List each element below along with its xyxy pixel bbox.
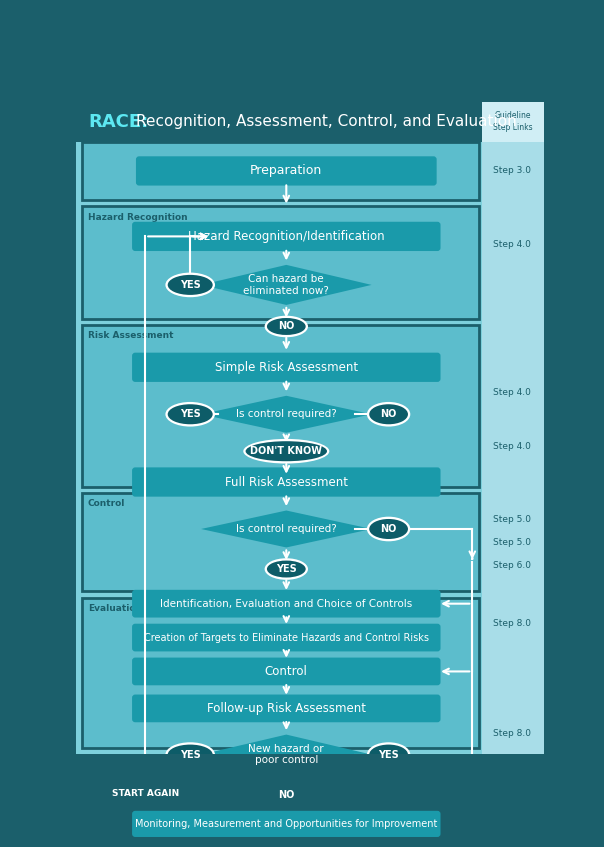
Text: START AGAIN: START AGAIN xyxy=(112,789,179,798)
Ellipse shape xyxy=(267,786,306,803)
Ellipse shape xyxy=(168,745,213,765)
Polygon shape xyxy=(201,511,371,547)
Ellipse shape xyxy=(112,783,178,803)
Ellipse shape xyxy=(265,316,308,337)
Ellipse shape xyxy=(267,561,306,578)
FancyBboxPatch shape xyxy=(481,102,544,754)
Ellipse shape xyxy=(168,404,213,424)
Text: YES: YES xyxy=(276,564,297,574)
Text: Guideline
Step Links: Guideline Step Links xyxy=(493,111,532,132)
Polygon shape xyxy=(201,265,371,305)
Text: Step 8.0: Step 8.0 xyxy=(493,728,531,738)
Ellipse shape xyxy=(165,402,215,427)
Text: YES: YES xyxy=(180,280,201,290)
Text: Can hazard be
eliminated now?: Can hazard be eliminated now? xyxy=(243,274,329,296)
FancyBboxPatch shape xyxy=(132,590,440,617)
FancyBboxPatch shape xyxy=(76,102,544,141)
Ellipse shape xyxy=(243,439,329,463)
FancyBboxPatch shape xyxy=(132,352,440,382)
Text: YES: YES xyxy=(180,409,201,419)
FancyBboxPatch shape xyxy=(82,597,478,749)
Text: Control: Control xyxy=(88,499,125,508)
FancyBboxPatch shape xyxy=(132,623,440,651)
Text: Step 8.0: Step 8.0 xyxy=(493,619,531,628)
Text: Hazard Recognition: Hazard Recognition xyxy=(88,213,187,222)
Text: Is control required?: Is control required? xyxy=(236,409,336,419)
FancyBboxPatch shape xyxy=(132,657,440,685)
Text: NO: NO xyxy=(381,409,397,419)
FancyBboxPatch shape xyxy=(481,102,544,141)
FancyBboxPatch shape xyxy=(132,695,440,722)
FancyBboxPatch shape xyxy=(82,207,478,318)
Text: Preparation: Preparation xyxy=(250,164,323,177)
FancyBboxPatch shape xyxy=(82,325,478,487)
Text: NO: NO xyxy=(381,524,397,534)
Text: DON'T KNOW: DON'T KNOW xyxy=(250,446,323,457)
Ellipse shape xyxy=(165,273,215,297)
Text: Risk Assessment: Risk Assessment xyxy=(88,331,173,340)
Text: YES: YES xyxy=(180,750,201,760)
Polygon shape xyxy=(201,734,371,775)
Ellipse shape xyxy=(369,404,408,424)
FancyBboxPatch shape xyxy=(136,157,437,185)
Text: Step 6.0: Step 6.0 xyxy=(493,561,531,570)
Text: Hazard Recognition/Identification: Hazard Recognition/Identification xyxy=(188,230,385,243)
Text: Creation of Targets to Eliminate Hazards and Control Risks: Creation of Targets to Eliminate Hazards… xyxy=(144,633,429,643)
Text: NO: NO xyxy=(278,322,295,331)
FancyBboxPatch shape xyxy=(132,811,440,837)
FancyBboxPatch shape xyxy=(76,102,544,754)
Text: Step 5.0: Step 5.0 xyxy=(493,538,531,546)
Ellipse shape xyxy=(267,318,306,335)
Ellipse shape xyxy=(246,441,327,462)
Polygon shape xyxy=(201,396,371,433)
Ellipse shape xyxy=(369,519,408,539)
Ellipse shape xyxy=(168,275,213,295)
FancyBboxPatch shape xyxy=(132,468,440,496)
Text: Step 3.0: Step 3.0 xyxy=(493,167,531,175)
Ellipse shape xyxy=(367,742,410,767)
FancyBboxPatch shape xyxy=(82,141,478,200)
Ellipse shape xyxy=(265,558,308,580)
FancyBboxPatch shape xyxy=(132,222,440,251)
Ellipse shape xyxy=(367,402,410,427)
Text: Monitoring, Measurement and Opportunities for Improvement: Monitoring, Measurement and Opportunitie… xyxy=(135,819,437,829)
Text: Step 4.0: Step 4.0 xyxy=(493,388,531,397)
Ellipse shape xyxy=(367,517,410,541)
Text: Follow-up Risk Assessment: Follow-up Risk Assessment xyxy=(207,702,366,715)
Text: Step 5.0: Step 5.0 xyxy=(493,515,531,524)
FancyBboxPatch shape xyxy=(82,493,478,591)
Text: NO: NO xyxy=(278,789,295,800)
Text: Simple Risk Assessment: Simple Risk Assessment xyxy=(215,361,358,374)
Text: Identification, Evaluation and Choice of Controls: Identification, Evaluation and Choice of… xyxy=(160,599,413,609)
Ellipse shape xyxy=(265,783,308,805)
Ellipse shape xyxy=(110,781,181,805)
Text: Full Risk Assessment: Full Risk Assessment xyxy=(225,475,348,489)
Text: Is control required?: Is control required? xyxy=(236,524,336,534)
Text: New hazard or
poor control: New hazard or poor control xyxy=(248,744,324,766)
Text: Control: Control xyxy=(265,665,307,678)
Text: Step 4.0: Step 4.0 xyxy=(493,240,531,248)
Ellipse shape xyxy=(165,742,215,767)
Text: Evaluation: Evaluation xyxy=(88,604,142,612)
Ellipse shape xyxy=(369,745,408,765)
Text: Recognition, Assessment, Control, and Evaluation: Recognition, Assessment, Control, and Ev… xyxy=(136,114,516,129)
Text: RACE:: RACE: xyxy=(88,113,148,130)
Text: YES: YES xyxy=(378,750,399,760)
Text: Step 4.0: Step 4.0 xyxy=(493,442,531,451)
